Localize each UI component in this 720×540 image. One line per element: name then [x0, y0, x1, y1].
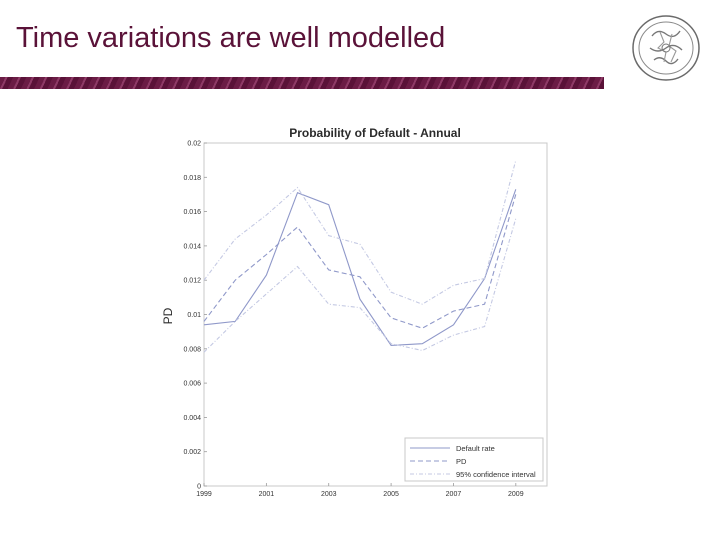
series-ci-upper-line	[203, 160, 517, 305]
y-tick-label: 0.01	[187, 312, 201, 319]
chart-title: Probability of Default - Annual	[289, 126, 461, 140]
x-tick-label: 1999	[196, 491, 212, 498]
x-tick-label: 2001	[259, 491, 275, 498]
y-tick-label: 0.008	[183, 346, 201, 353]
y-tick-label: 0	[197, 484, 201, 491]
y-axis-label: PD	[161, 307, 175, 324]
series-pd-line	[203, 194, 517, 329]
title-decorative-band	[0, 77, 604, 89]
y-tick-label: 0.014	[183, 243, 201, 250]
y-axis-ticks: 0 0.002 0.004 0.006 0.008 0.01 0.012 0.014 0.016…	[183, 141, 207, 491]
university-seal-logo	[630, 14, 702, 82]
series-default-rate-line	[203, 189, 517, 346]
legend-label-confidence-interval: 95% confidence interval	[456, 470, 536, 479]
y-tick-label: 0.02	[187, 141, 201, 148]
x-axis-ticks: 1999 2001 2003 2005 2007 2009	[196, 483, 524, 498]
x-tick-label: 2003	[321, 491, 337, 498]
y-tick-label: 0.004	[183, 415, 201, 422]
pd-annual-chart: Probability of Default - Annual PD 0 0.00…	[150, 115, 560, 515]
x-tick-label: 2007	[446, 491, 462, 498]
slide-title: Time variations are well modelled	[16, 22, 446, 54]
y-tick-label: 0.006	[183, 381, 201, 388]
legend: Default rate PD 95% confidence interval	[404, 437, 544, 482]
legend-label-pd: PD	[456, 457, 467, 466]
plot-frame	[203, 142, 548, 487]
series-ci-lower-line	[203, 218, 517, 353]
series-layer	[203, 160, 517, 353]
x-tick-label: 2005	[383, 491, 399, 498]
y-tick-label: 0.016	[183, 209, 201, 216]
y-tick-label: 0.018	[183, 175, 201, 182]
y-tick-label: 0.002	[183, 449, 201, 456]
y-tick-label: 0.012	[183, 278, 201, 285]
legend-label-default-rate: Default rate	[456, 444, 495, 453]
x-tick-label: 2009	[508, 491, 524, 498]
chart-svg: Probability of Default - Annual PD 0 0.00…	[161, 126, 548, 498]
